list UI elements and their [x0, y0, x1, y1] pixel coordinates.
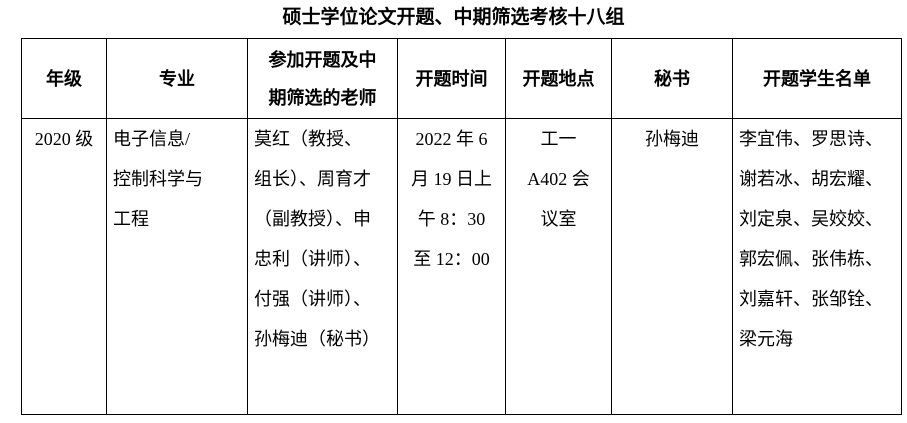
text-line: 组长）、周育才 [254, 169, 371, 189]
header-secretary: 秘书 [611, 38, 733, 119]
text-line: 电子信息/ [113, 129, 191, 149]
text-line: （副教授）、申 [254, 209, 371, 229]
header-grade: 年级 [21, 38, 107, 119]
text-line: 开题学生名单 [763, 68, 871, 89]
cell-time: 2022 年 6 月 19 日上午 8：30 至 12：00 [397, 118, 506, 415]
text-line: 开题地点 [522, 68, 595, 89]
text-line: A402 会 [527, 169, 590, 189]
document-title: 硕士学位论文开题、中期筛选考核十八组 [282, 7, 625, 28]
text-line: 李宜伟、罗思诗、 [739, 129, 883, 149]
text-line: 刘定泉、吴姣姣、 [739, 209, 883, 229]
cell-teachers: 莫红（教授、 组长）、周育才 （副教授）、申 忠利（讲师）、 付强（讲师）、 孙梅迪（秘书… [247, 118, 398, 415]
cell-secretary: 孙梅迪 [611, 118, 733, 415]
header-major: 专业 [106, 38, 248, 119]
text-line: 午 8：30 [417, 209, 486, 229]
table-row: 2020 级 电子信息/控制科学与工程 莫红（教授、 组长）、周育才 （副教授）、申… [21, 118, 902, 415]
text-line: 忠利（讲师）、 [254, 249, 371, 269]
text-line: 梁元海 [739, 329, 793, 349]
schedule-table: 年级 专业 参加开题及中 期筛选的老师 开题时间 开题地点 秘书 开题学生名单 2… [21, 38, 902, 415]
text-line: 工程 [113, 209, 149, 229]
text-line: 孙梅迪（秘书） [254, 329, 380, 349]
text-line: 参加开题及中 [268, 49, 377, 70]
cell-students: 李宜伟、罗思诗、 谢若冰、胡宏耀、 刘定泉、吴姣姣、 郭宏佩、张伟栋、 刘嘉轩、张邹铨、… [732, 118, 902, 415]
text-line: 年级 [46, 68, 82, 89]
header-time: 开题时间 [397, 38, 506, 119]
text-line: 控制科学与 [113, 169, 203, 189]
text-line: 郭宏佩、张伟栋、 [739, 249, 883, 269]
header-teachers: 参加开题及中 期筛选的老师 [247, 38, 398, 119]
cell-place: 工一 A402 会议室 [505, 118, 612, 415]
header-row: 年级 专业 参加开题及中 期筛选的老师 开题时间 开题地点 秘书 开题学生名单 [21, 38, 902, 119]
text-line: 议室 [540, 209, 577, 229]
cell-grade: 2020 级 [21, 118, 107, 415]
text-line: 刘嘉轩、张邹铨、 [739, 289, 883, 309]
text-line: 孙梅迪 [645, 129, 699, 149]
text-line: 付强（讲师）、 [254, 289, 371, 309]
text-line: 期筛选的老师 [268, 87, 377, 108]
header-place: 开题地点 [505, 38, 612, 119]
text-line: 莫红（教授、 [254, 129, 362, 149]
text-line: 2020 级 [34, 129, 94, 149]
cell-major: 电子信息/控制科学与工程 [106, 118, 248, 415]
text-line: 月 19 日上 [411, 169, 492, 189]
text-line: 专业 [159, 68, 195, 89]
text-line: 谢若冰、胡宏耀、 [739, 169, 883, 189]
text-line: 工一 [540, 129, 577, 149]
text-line: 至 12：00 [413, 249, 490, 269]
text-line: 2022 年 6 [415, 129, 488, 149]
text-line: 开题时间 [415, 68, 488, 89]
header-students: 开题学生名单 [732, 38, 902, 119]
text-line: 秘书 [654, 68, 690, 89]
